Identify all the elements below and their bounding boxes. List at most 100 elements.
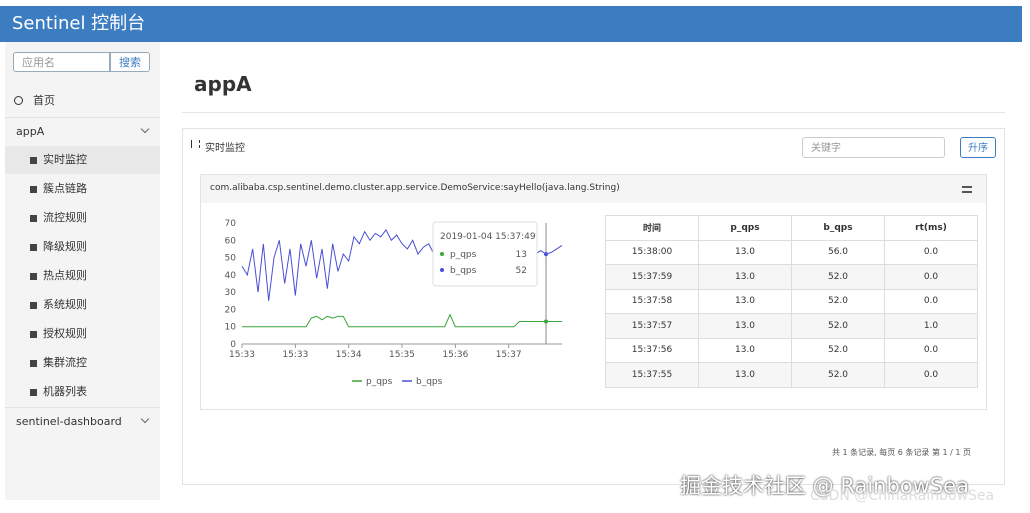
x-tick-label: 15:37 xyxy=(496,350,522,360)
table-cell: 56.0 xyxy=(791,239,885,265)
home-icon xyxy=(14,96,23,105)
table-cell: 13.0 xyxy=(698,288,792,314)
table-row: 15:37:57 13.0 52.0 1.0 xyxy=(605,313,978,339)
column-header: b_qps xyxy=(791,215,885,241)
pagination: 共 1 条记录, 每页 6 条记录 第 1 / 1 页 xyxy=(832,448,972,457)
tooltip-dot xyxy=(440,252,444,256)
nav-item[interactable]: 系统规则 xyxy=(5,291,160,319)
sidebar: 应用名 搜索 首页 appA 实时监控簇点链路流控规则降级规则热点规则系统规则授权… xyxy=(5,42,160,500)
nav-home[interactable]: 首页 xyxy=(33,94,55,107)
sort-button[interactable]: 升序 xyxy=(960,137,996,158)
column-header: p_qps xyxy=(698,215,792,241)
table-cell: 15:37:56 xyxy=(605,337,699,363)
table-cell: 52.0 xyxy=(791,313,885,339)
table-cell: 52.0 xyxy=(791,264,885,290)
nav-label: 集群流控 xyxy=(43,356,87,369)
y-tick-label: 20 xyxy=(225,305,237,315)
nav-icon xyxy=(30,272,37,280)
card-header xyxy=(201,175,986,203)
nav-label: 降级规则 xyxy=(43,240,87,253)
nav-label: 热点规则 xyxy=(43,269,87,282)
nav-item[interactable]: 降级规则 xyxy=(5,233,160,261)
nav-icon xyxy=(30,359,37,367)
nav-item[interactable]: 集群流控 xyxy=(5,349,160,377)
nav-app[interactable]: sentinel-dashboard xyxy=(5,407,160,435)
y-tick-label: 40 xyxy=(225,271,237,281)
table-cell: 0.0 xyxy=(884,288,978,314)
legend-label: b_qps xyxy=(416,377,443,387)
nav-icon xyxy=(30,185,37,193)
nav-app[interactable]: appA xyxy=(5,117,160,145)
hover-dot xyxy=(544,252,548,257)
nav-item[interactable]: 授权规则 xyxy=(5,320,160,348)
watermark-csdn: CSDN @ChinaRainbowSea xyxy=(810,488,995,504)
panel xyxy=(182,128,1005,485)
table-cell: 13.0 xyxy=(698,239,792,265)
table-cell: 15:37:58 xyxy=(605,288,699,314)
nav-icon xyxy=(30,214,37,222)
nav-icon xyxy=(30,330,37,338)
table-row: 15:37:56 13.0 52.0 0.0 xyxy=(605,337,978,363)
table-cell: 52.0 xyxy=(791,337,885,363)
y-tick-label: 50 xyxy=(225,254,237,264)
nav-icon xyxy=(30,388,37,396)
menu-icon[interactable] xyxy=(962,186,972,193)
nav-icon xyxy=(30,156,37,164)
nav-label: 实时监控 xyxy=(43,153,87,166)
table-cell: 13.0 xyxy=(698,313,792,339)
tooltip-name: p_qps xyxy=(450,250,477,260)
nav-item[interactable]: 机器列表 xyxy=(5,378,160,406)
app-header: Sentinel 控制台 xyxy=(0,6,1022,42)
keyword-input[interactable]: 关键字 xyxy=(802,137,945,158)
data-table: 时间 p_qps b_qps rt(ms) 15:38:00 13.0 56.0 0.0 15:… xyxy=(605,215,978,388)
nav-item[interactable]: 簇点链路 xyxy=(5,175,160,203)
nav-label: 系统规则 xyxy=(43,298,87,311)
table-cell: 0.0 xyxy=(884,362,978,388)
resource-card xyxy=(200,174,987,410)
nav-label: 流控规则 xyxy=(43,211,87,224)
nav-icon xyxy=(30,243,37,251)
page-title: appA xyxy=(194,72,252,96)
x-tick-label: 15:33 xyxy=(282,350,308,360)
tooltip-title: 2019-01-04 15:37:49 xyxy=(440,232,536,242)
table-row: 15:38:00 13.0 56.0 0.0 xyxy=(605,239,978,265)
table-cell: 13.0 xyxy=(698,337,792,363)
x-tick-label: 15:35 xyxy=(389,350,415,360)
nav-item[interactable]: 热点规则 xyxy=(5,262,160,290)
table-cell: 15:37:57 xyxy=(605,313,699,339)
table-row: 15:37:59 13.0 52.0 0.0 xyxy=(605,264,978,290)
table-cell: 15:38:00 xyxy=(605,239,699,265)
table-cell: 15:37:55 xyxy=(605,362,699,388)
y-tick-label: 60 xyxy=(225,236,237,246)
nav-label: 授权规则 xyxy=(43,327,87,340)
tooltip-name: b_qps xyxy=(450,266,477,276)
series-line xyxy=(242,313,562,328)
x-tick-label: 15:33 xyxy=(229,350,255,360)
tooltip xyxy=(432,221,538,287)
divider xyxy=(182,112,1005,113)
nav-label: 簇点链路 xyxy=(43,182,87,195)
y-tick-label: 70 xyxy=(225,219,237,229)
nav-item[interactable]: 流控规则 xyxy=(5,204,160,232)
x-tick-label: 15:34 xyxy=(336,350,362,360)
y-tick-label: 10 xyxy=(225,323,237,333)
panel-title: 实时监控 xyxy=(205,143,245,154)
column-header: 时间 xyxy=(605,215,699,241)
tooltip-dot xyxy=(440,268,444,272)
watermark: 掘金技术社区 @ RainbowSea xyxy=(680,474,969,498)
table-cell: 15:37:59 xyxy=(605,264,699,290)
table-cell: 0.0 xyxy=(884,337,978,363)
chart: 0 10 20 30 40 50 60 70 15:33 15:33 15:34 15:35 15:36… xyxy=(225,219,563,387)
y-tick-label: 0 xyxy=(230,340,236,350)
search-button[interactable]: 搜索 xyxy=(110,52,150,72)
nav-item[interactable]: 实时监控 xyxy=(5,146,160,174)
column-header: rt(ms) xyxy=(884,215,978,241)
table-cell: 13.0 xyxy=(698,362,792,388)
table-row: 15:37:55 13.0 52.0 0.0 xyxy=(605,362,978,388)
table-cell: 13.0 xyxy=(698,264,792,290)
table-cell: 0.0 xyxy=(884,264,978,290)
nav-label: 机器列表 xyxy=(43,385,87,398)
table-cell: 52.0 xyxy=(791,288,885,314)
search-input[interactable]: 应用名 xyxy=(13,52,110,72)
